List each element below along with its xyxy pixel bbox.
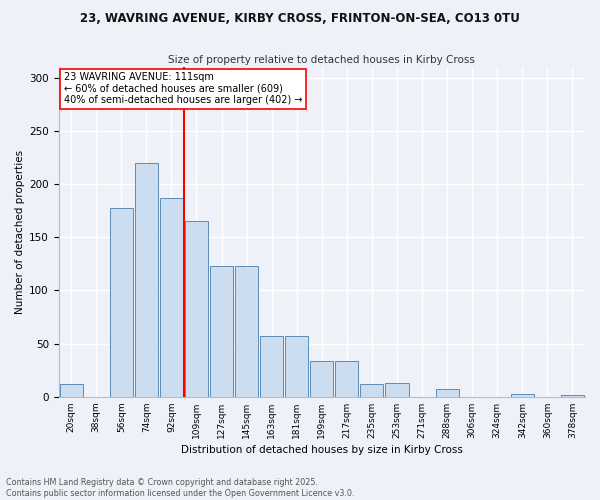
Bar	[135, 163, 158, 397]
Y-axis label: Number of detached properties: Number of detached properties	[15, 150, 25, 314]
Title: Size of property relative to detached houses in Kirby Cross: Size of property relative to detached ho…	[169, 55, 475, 65]
Bar	[436, 390, 458, 397]
Bar	[110, 208, 133, 397]
Bar	[160, 198, 183, 397]
Bar	[385, 383, 409, 397]
Bar	[210, 266, 233, 397]
Bar	[511, 394, 534, 397]
Bar	[59, 384, 83, 397]
Text: Contains HM Land Registry data © Crown copyright and database right 2025.
Contai: Contains HM Land Registry data © Crown c…	[6, 478, 355, 498]
Bar	[185, 222, 208, 397]
Text: 23 WAVRING AVENUE: 111sqm
← 60% of detached houses are smaller (609)
40% of semi: 23 WAVRING AVENUE: 111sqm ← 60% of detac…	[64, 72, 302, 106]
Bar	[561, 394, 584, 397]
Bar	[335, 360, 358, 397]
Bar	[361, 384, 383, 397]
Bar	[260, 336, 283, 397]
Text: 23, WAVRING AVENUE, KIRBY CROSS, FRINTON-ON-SEA, CO13 0TU: 23, WAVRING AVENUE, KIRBY CROSS, FRINTON…	[80, 12, 520, 26]
Bar	[235, 266, 258, 397]
Bar	[310, 360, 334, 397]
Bar	[285, 336, 308, 397]
X-axis label: Distribution of detached houses by size in Kirby Cross: Distribution of detached houses by size …	[181, 445, 463, 455]
